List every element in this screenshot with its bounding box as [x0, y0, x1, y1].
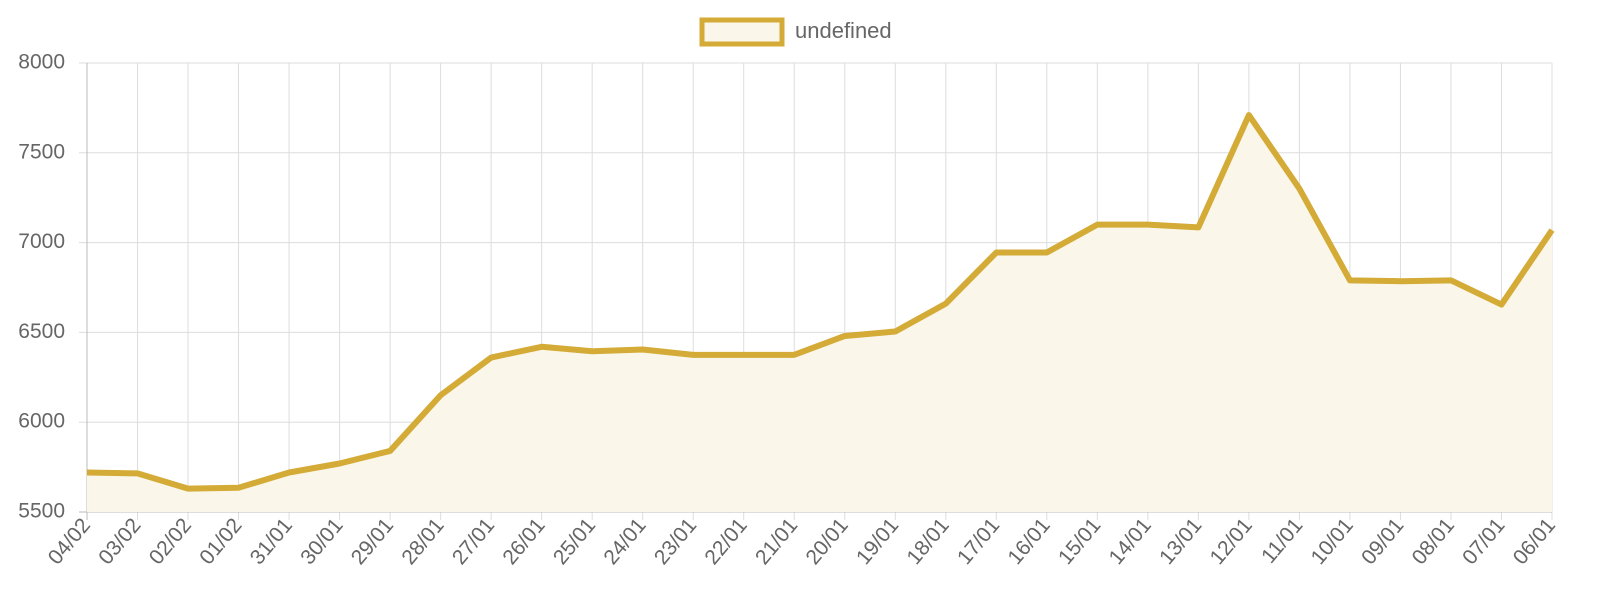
x-tick-label: 16/01: [1004, 514, 1055, 569]
x-tick-label: 19/01: [852, 514, 903, 569]
line: [86, 112, 1555, 492]
y-tick-label: 8000: [18, 51, 65, 74]
x-tick-label: 20/01: [801, 514, 852, 569]
x-tick-label: 25/01: [549, 514, 600, 569]
x-tick-label: 02/02: [145, 514, 196, 569]
x-tick-label: 30/01: [296, 514, 347, 569]
y-tick-label: 6000: [18, 410, 65, 433]
y-tick-label: 6500: [18, 320, 65, 343]
y-tick-label: 5500: [18, 500, 65, 523]
x-tick-label: 13/01: [1155, 514, 1206, 569]
x-tick-label: 22/01: [700, 514, 751, 569]
x-tick-label: 31/01: [246, 514, 297, 569]
x-tick-label: 21/01: [751, 514, 802, 569]
x-tick-label: 09/01: [1357, 514, 1408, 569]
x-tick-label: 10/01: [1307, 514, 1358, 569]
x-tick-label: 07/01: [1458, 514, 1509, 569]
x-tick-label: 29/01: [347, 514, 398, 569]
x-tick-label: 18/01: [902, 514, 953, 569]
x-tick-label: 12/01: [1206, 514, 1257, 569]
x-tick-label: 26/01: [498, 514, 549, 569]
x-tick-label: 15/01: [1054, 514, 1105, 569]
x-tick-label: 08/01: [1408, 514, 1459, 569]
x-tick-label: 17/01: [953, 514, 1004, 569]
area: [87, 115, 1552, 513]
x-tick-label: 28/01: [397, 514, 448, 569]
x-tick-label: 27/01: [448, 514, 499, 569]
y-tick-label: 7500: [18, 140, 65, 163]
x-tick-label: 11/01: [1257, 514, 1307, 568]
x-tick-label: 24/01: [599, 514, 650, 569]
legend-swatch: [699, 17, 785, 47]
x-tick-label: 23/01: [650, 514, 701, 569]
y-tick-label: 7000: [18, 230, 65, 253]
x-tick-label: 06/01: [1509, 514, 1560, 569]
x-tick-label: 14/01: [1105, 514, 1156, 569]
x-tick-label: 01/02: [195, 514, 246, 569]
x-tick-label: 03/02: [94, 514, 145, 569]
legend-label: undefined: [795, 18, 892, 43]
